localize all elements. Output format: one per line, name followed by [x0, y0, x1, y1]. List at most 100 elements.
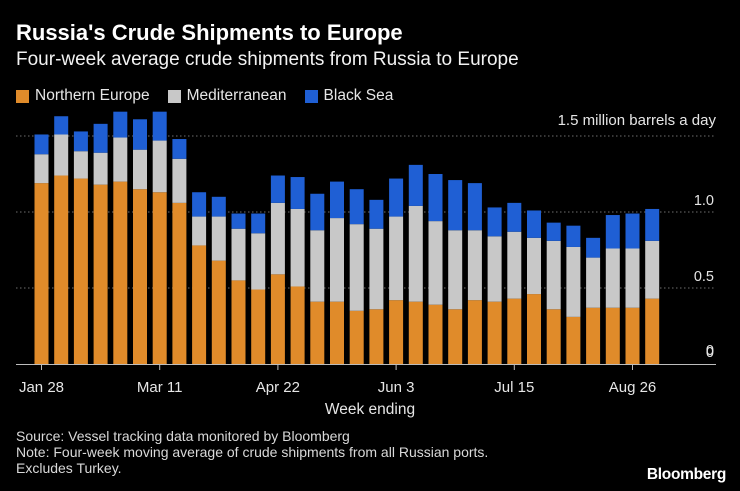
bar-northern-europe	[231, 280, 246, 364]
y-tick-label: 0	[706, 345, 714, 361]
x-axis-title: Week ending	[325, 401, 415, 418]
bar-black-sea	[172, 139, 187, 159]
bar-mediterranean	[290, 208, 305, 287]
bar-mediterranean	[428, 221, 443, 305]
bar-northern-europe	[93, 184, 108, 364]
bar-black-sea	[586, 237, 601, 258]
bloomberg-logo: Bloomberg	[646, 466, 726, 483]
chart-notes: Source: Vessel tracking data monitored b…	[16, 428, 488, 476]
bar-mediterranean	[448, 230, 463, 310]
bars	[34, 111, 660, 364]
bar-mediterranean	[487, 236, 502, 302]
bar-northern-europe	[408, 301, 423, 364]
bar-mediterranean	[231, 228, 246, 281]
bar-mediterranean	[586, 257, 601, 308]
bar-northern-europe	[605, 307, 620, 364]
bar-northern-europe	[34, 183, 49, 364]
bar-northern-europe	[73, 178, 88, 364]
bar-northern-europe	[349, 310, 364, 364]
legend-swatch-northern-europe	[16, 89, 29, 103]
bar-black-sea	[211, 196, 226, 217]
bar-black-sea	[527, 210, 541, 238]
bar-mediterranean	[73, 151, 88, 179]
bar-northern-europe	[527, 294, 541, 364]
bar-northern-europe	[54, 175, 69, 364]
bar-mediterranean	[566, 246, 581, 317]
bar-mediterranean	[330, 218, 344, 302]
x-tick-label: Jun 3	[378, 379, 415, 396]
bar-black-sea	[34, 134, 49, 155]
y-tick-label: 1.0	[694, 193, 714, 209]
x-tick-label: Aug 26	[609, 379, 657, 396]
bar-northern-europe	[428, 304, 443, 364]
footnote-line-1: Note: Four-week moving average of crude …	[16, 444, 489, 460]
bar-black-sea	[408, 164, 423, 206]
y-tick-label: 0.5	[694, 269, 714, 285]
x-tick-label: Jan 28	[19, 379, 64, 396]
bar-northern-europe	[290, 286, 305, 364]
bar-black-sea	[349, 189, 364, 225]
y-unit-label: 1.5 million barrels a day	[558, 112, 717, 129]
bar-northern-europe	[487, 301, 502, 364]
bar-black-sea	[133, 119, 147, 150]
bar-mediterranean	[270, 202, 285, 275]
legend-label-mediterranean: Mediterranean	[186, 87, 287, 104]
bar-northern-europe	[546, 309, 561, 364]
bar-northern-europe	[586, 307, 601, 364]
bar-northern-europe	[133, 189, 147, 364]
chart-legend: Northern Europe Mediterranean Black Sea	[16, 87, 393, 105]
footnote-line-2: Excludes Turkey.	[16, 460, 122, 476]
bar-northern-europe	[467, 300, 482, 364]
bar-black-sea	[310, 193, 325, 231]
bar-northern-europe	[389, 300, 404, 364]
bar-northern-europe	[507, 298, 522, 364]
bar-black-sea	[93, 123, 108, 153]
chart-title: Russia's Crude Shipments to Europe	[16, 20, 403, 45]
bar-mediterranean	[34, 154, 49, 184]
bar-black-sea	[566, 225, 581, 247]
bar-northern-europe	[270, 274, 285, 364]
bar-mediterranean	[349, 224, 364, 311]
bar-northern-europe	[113, 181, 128, 364]
bar-black-sea	[369, 199, 384, 229]
bar-mediterranean	[507, 231, 522, 299]
bar-northern-europe	[172, 202, 187, 364]
bar-mediterranean	[152, 140, 167, 193]
bar-black-sea	[113, 111, 128, 138]
bar-mediterranean	[389, 216, 404, 301]
y-tick-label-zero: 0	[706, 343, 714, 359]
bar-northern-europe	[448, 309, 463, 364]
bar-mediterranean	[113, 137, 128, 182]
bar-mediterranean	[172, 158, 187, 203]
bar-mediterranean	[408, 205, 423, 302]
bar-northern-europe	[625, 307, 640, 364]
bar-northern-europe	[211, 260, 226, 364]
bar-black-sea	[290, 177, 305, 209]
bar-mediterranean	[133, 149, 147, 190]
bar-northern-europe	[251, 289, 266, 364]
bar-black-sea	[251, 213, 266, 234]
bar-mediterranean	[54, 134, 69, 176]
bar-black-sea	[605, 215, 620, 249]
bar-mediterranean	[605, 248, 620, 308]
legend-swatch-mediterranean	[167, 89, 181, 103]
bar-black-sea	[270, 175, 285, 203]
bar-black-sea	[487, 207, 502, 237]
bar-black-sea	[625, 213, 640, 249]
x-tick-label: Apr 22	[256, 379, 300, 396]
gridlines	[16, 135, 716, 289]
bar-northern-europe	[152, 192, 167, 364]
legend-label-black-sea: Black Sea	[323, 87, 394, 104]
bar-black-sea	[231, 213, 246, 229]
bar-mediterranean	[467, 230, 482, 301]
bar-mediterranean	[625, 248, 640, 308]
bar-northern-europe	[330, 301, 344, 364]
legend-item-mediterranean: Mediterranean	[167, 87, 287, 105]
bar-mediterranean	[251, 233, 266, 290]
bar-black-sea	[448, 180, 463, 231]
bar-mediterranean	[310, 230, 325, 302]
bar-mediterranean	[645, 240, 660, 299]
